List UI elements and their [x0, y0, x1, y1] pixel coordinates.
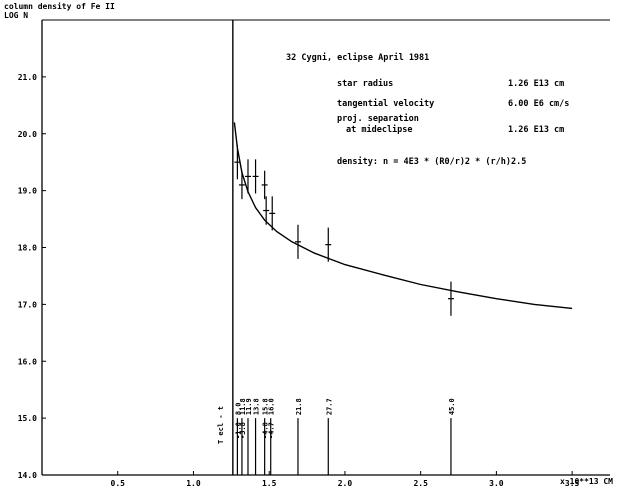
- annotation-row-value: 1.26 E13 cm: [508, 125, 564, 135]
- x-tick-label: 0.5: [111, 479, 126, 488]
- x-tick-label: 1.5: [262, 479, 277, 488]
- data-points: [234, 145, 454, 316]
- y-tick-label: 20.0: [18, 130, 37, 139]
- x-tick-label: 2.0: [338, 479, 353, 488]
- density-formula: density: n = 4E3 * (R0/r)2 * (r/h)2.5: [337, 156, 526, 167]
- day-marker-label: 21.8: [295, 398, 303, 415]
- x-axis-label: x 10**13 CM: [560, 477, 613, 486]
- day-marker-label: 15.8: [262, 398, 270, 415]
- day-marker-label: 11.9: [245, 398, 253, 415]
- day-marker-label: 13.8: [253, 398, 261, 415]
- day-marker-label: 45.0: [448, 398, 456, 415]
- annotation-row-value: 1.26 E13 cm: [508, 79, 564, 89]
- annotation-row-label: star radius: [337, 78, 393, 89]
- day-markers: 8.0 -1.0 11.8 -3.8 11.9 13.8 15.8 -4.8 16.0 -4.7 2…: [234, 398, 456, 475]
- x-tick-label: 1.0: [186, 479, 201, 488]
- annotation-row-value: 6.00 E6 cm/s: [508, 99, 569, 109]
- model-curve: [233, 122, 573, 310]
- annotation-row-label: at mideclipse: [346, 124, 413, 135]
- day-marker-label: 16.0: [268, 398, 276, 415]
- day-marker-sublabel: -3.8: [239, 422, 247, 439]
- axes: 0.5 1.0 1.5 2.0 2.5 3.0 3.5 14.0 15.0 16.0 17.0 18.…: [18, 19, 610, 488]
- day-marker-label: 27.7: [325, 398, 333, 415]
- y-tick-label: 16.0: [18, 357, 37, 366]
- model-curve-group: [233, 122, 573, 310]
- x-tick-label: 2.5: [413, 479, 428, 488]
- y-tick-label: 21.0: [18, 73, 37, 82]
- y-axis-label: LOG N: [4, 11, 28, 20]
- day-marker-label: 8.0: [234, 402, 242, 415]
- y-tick-label: 19.0: [18, 187, 37, 196]
- annotation-block: 32 Cygni, eclipse April 1981 star radius…: [286, 52, 569, 167]
- annotation-row-label: proj. separation: [337, 113, 419, 124]
- chart-title: column density of Fe II: [4, 1, 115, 11]
- eclipse-line-label: T ecl - t: [217, 406, 225, 444]
- day-marker-sublabel: -1.0: [234, 422, 242, 439]
- y-tick-label: 14.0: [18, 471, 37, 480]
- y-tick-label: 17.0: [18, 300, 37, 309]
- y-tick-label: 15.0: [18, 414, 37, 423]
- x-tick-label: 3.0: [489, 479, 504, 488]
- day-marker-label: 11.8: [239, 398, 247, 415]
- y-tick-label: 18.0: [18, 244, 37, 253]
- annotation-row-label: tangential velocity: [337, 98, 434, 109]
- day-marker-sublabel: -4.8: [262, 422, 270, 439]
- eclipse-group: T ecl - t: [217, 20, 234, 475]
- day-marker-sublabel: -4.7: [268, 422, 276, 439]
- x-tick-label: 3.5: [565, 479, 580, 488]
- annotation-heading: 32 Cygni, eclipse April 1981: [286, 52, 429, 63]
